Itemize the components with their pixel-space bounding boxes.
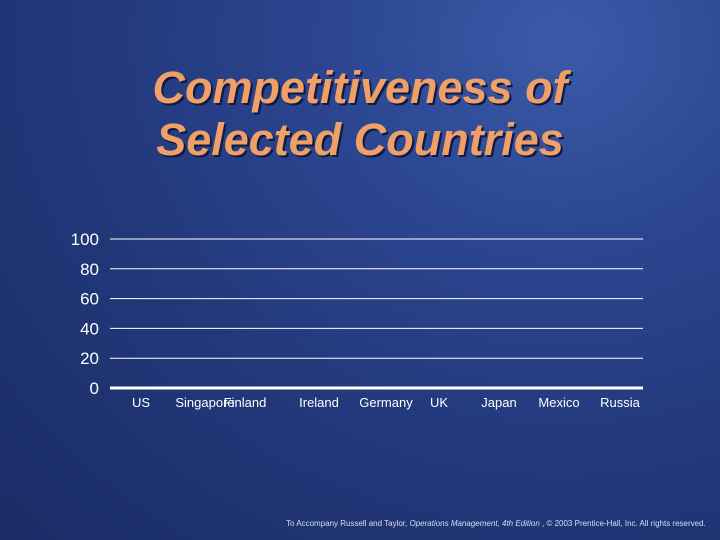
x-tick-label: Finland (224, 395, 267, 410)
slide-title-line-2: Selected Countries (156, 114, 564, 165)
y-tick-label: 20 (80, 349, 99, 368)
x-tick-label: Ireland (299, 395, 339, 410)
x-tick-label: Singapore (175, 395, 234, 410)
footer-prefix: To Accompany Russell and Taylor, (286, 519, 410, 528)
x-tick-label: Japan (481, 395, 516, 410)
y-tick-label: 80 (80, 260, 99, 279)
slide-title-line-1: Competitiveness of (152, 62, 568, 113)
y-tick-label: 60 (80, 290, 99, 309)
y-tick-label: 0 (90, 379, 99, 398)
footer-book: Operations Management (409, 519, 498, 528)
x-tick-label: Mexico (538, 395, 579, 410)
footer-edition: , 4th Edition (497, 519, 540, 528)
x-tick-label: Germany (359, 395, 413, 410)
footer-suffix: , © 2003 Prentice-Hall, Inc. All rights … (539, 519, 706, 528)
x-tick-label: UK (430, 395, 448, 410)
y-tick-label: 40 (80, 319, 99, 338)
slide-title: Competitiveness of Selected Countries (60, 62, 660, 166)
y-tick-label: 100 (71, 230, 99, 249)
x-tick-label: US (132, 395, 150, 410)
footer-credit: To Accompany Russell and Taylor, Operati… (286, 519, 716, 528)
x-tick-label: Russia (600, 395, 641, 410)
